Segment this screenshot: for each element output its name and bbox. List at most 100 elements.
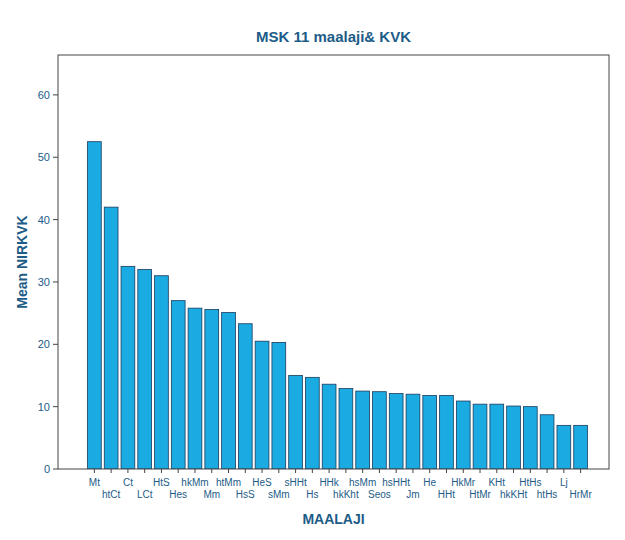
x-tick [463, 469, 464, 473]
bars [88, 142, 588, 469]
bar [205, 309, 219, 469]
x-tick [194, 469, 195, 473]
x-tick-label: Mm [203, 489, 220, 500]
y-tick [53, 281, 58, 282]
x-tick [530, 469, 531, 473]
x-tick [563, 469, 564, 473]
chart: MSK 11 maalaji& KVK 0 10 20 30 40 50 60 MthtCtCt… [0, 0, 625, 540]
x-tick [379, 469, 380, 473]
x-tick [178, 469, 179, 473]
x-tick [362, 469, 363, 473]
bar [507, 406, 521, 469]
x-tick [329, 469, 330, 473]
y-tick-label: 50 [38, 151, 50, 163]
y-tick-label: 60 [38, 89, 50, 101]
bar [406, 394, 420, 469]
x-tick-label: hsHHt [382, 477, 410, 488]
bar [540, 415, 554, 469]
y-tick-label: 40 [38, 214, 50, 226]
x-tick [480, 469, 481, 473]
x-tick-label: Mt [89, 477, 100, 488]
y-tick [53, 344, 58, 345]
x-tick-label: htMm [216, 477, 241, 488]
x-tick [161, 469, 162, 473]
x-tick [429, 469, 430, 473]
x-tick-label: Hes [169, 489, 187, 500]
bar [255, 341, 269, 469]
bar [238, 324, 252, 469]
x-tick-label: HtHs [519, 477, 541, 488]
bar [523, 407, 537, 469]
bar [289, 375, 303, 469]
y-tick [53, 469, 58, 470]
x-tick-label: HtS [153, 477, 170, 488]
y-tick [53, 157, 58, 158]
x-tick [580, 469, 581, 473]
x-tick [94, 469, 95, 473]
x-tick-label: Seos [368, 489, 391, 500]
bar [490, 404, 504, 469]
x-tick [396, 469, 397, 473]
bar [121, 266, 135, 469]
x-tick-label: HrMr [570, 489, 593, 500]
x-tick-label: Jm [406, 489, 419, 500]
plot-frame [58, 55, 609, 469]
x-tick-label: He [423, 477, 436, 488]
x-tick [228, 469, 229, 473]
x-tick-label: HkMr [451, 477, 476, 488]
x-tick [127, 469, 128, 473]
x-tick [513, 469, 514, 473]
x-tick-label: hkMm [181, 477, 208, 488]
x-tick [547, 469, 548, 473]
bar [188, 308, 202, 469]
bar [440, 395, 454, 469]
bar [88, 142, 102, 469]
x-tick-label: sHHt [284, 477, 306, 488]
y-tick-label: 10 [38, 401, 50, 413]
x-tick-label: Hs [306, 489, 318, 500]
x-tick [412, 469, 413, 473]
x-tick-label: Lj [560, 477, 568, 488]
bar [473, 404, 487, 469]
x-tick [262, 469, 263, 473]
x-tick-label: htHs [537, 489, 558, 500]
bar [322, 384, 336, 469]
bar [138, 269, 152, 469]
bar [389, 394, 403, 469]
x-tick [312, 469, 313, 473]
bar [155, 276, 169, 469]
x-tick [111, 469, 112, 473]
x-tick-label: hkKHt [500, 489, 527, 500]
x-axis-label: MAALAJI [302, 511, 364, 527]
bar [574, 425, 588, 469]
x-tick-label: hsMm [349, 477, 376, 488]
title: MSK 11 maalaji& KVK [256, 28, 411, 45]
bar [305, 377, 319, 469]
x-tick-label: HHt [438, 489, 455, 500]
bar [272, 342, 286, 469]
x-tick-label: Ct [123, 477, 133, 488]
x-tick-label: hkKht [333, 489, 359, 500]
y-tick-label: 0 [44, 463, 50, 475]
y-tick-label: 20 [38, 338, 50, 350]
bar [104, 207, 118, 469]
bar [373, 392, 387, 469]
background [0, 0, 625, 540]
bar [456, 401, 470, 469]
x-tick-label: sMm [268, 489, 290, 500]
y-axis-label: Mean NIRKVK [14, 215, 30, 308]
bar [423, 395, 437, 469]
y-tick [53, 94, 58, 95]
x-tick-label: KHt [488, 477, 505, 488]
bar [171, 301, 185, 469]
x-tick-label: htCt [102, 489, 121, 500]
x-tick [446, 469, 447, 473]
x-tick-label: HeS [252, 477, 272, 488]
bar [222, 313, 236, 469]
y-tick [53, 219, 58, 220]
bar [339, 389, 353, 469]
y-tick [53, 406, 58, 407]
x-tick-label: HtMr [469, 489, 491, 500]
y-tick-label: 30 [38, 276, 50, 288]
x-tick [295, 469, 296, 473]
